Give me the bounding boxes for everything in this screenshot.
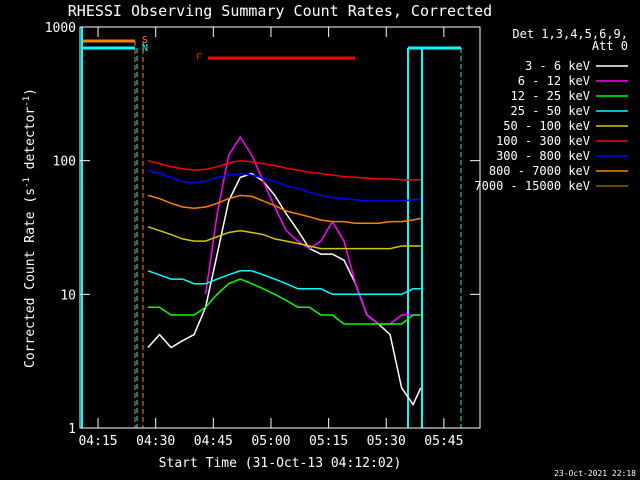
legend-label: 7000 - 15000 keV [474,179,590,193]
x-tick-label: 05:00 [251,434,290,449]
flag-label: F [196,52,202,63]
series-line [147,226,421,250]
x-tick-label: 04:30 [136,434,175,449]
flags: S N F [81,27,462,428]
legend-label: 12 - 25 keV [511,89,590,103]
y-tick-label: 10 [60,288,76,303]
footer: 23-Oct-2021 22:18 [554,469,636,478]
series-line [147,169,421,202]
y-label-part: ) [23,88,38,96]
legend-label: 100 - 300 keV [496,134,590,148]
flag-label: N [142,43,148,54]
series-line [147,194,421,225]
y-label-sup: -1 [22,96,32,107]
legend-label: 800 - 7000 keV [489,164,590,178]
x-axis-label: Start Time (31-Oct-13 04:12:02) [159,456,402,471]
series-line [147,270,421,296]
y-axis-label: Corrected Count Rate (s-1 detector-1) [22,88,38,368]
y-label-sup: -1 [22,177,32,188]
y-tick-label: 100 [53,155,76,170]
legend-label: 300 - 800 keV [496,149,590,163]
legend-label: 25 - 50 keV [511,104,590,118]
legend-label: 50 - 100 keV [503,119,590,133]
flag-label: S [142,35,148,46]
x-tick-label: 05:15 [309,434,348,449]
chart-title: RHESSI Observing Summary Count Rates, Co… [68,2,492,20]
series-line [148,278,421,325]
x-tick-label: 05:45 [424,434,463,449]
x-tick-label: 05:30 [367,434,406,449]
legend-header: Det 1,3,4,5,6,9, [512,27,628,41]
plot-frame [79,26,481,429]
y-tick-label: 1000 [45,21,76,36]
y-label-part: detector [23,107,38,178]
x-tick-label: 04:15 [78,434,117,449]
legend-header: Att 0 [592,39,628,53]
y-label-part: Corrected Count Rate (s [23,188,38,368]
x-tick-label: 04:45 [194,434,233,449]
legend-label: 6 - 12 keV [518,74,590,88]
y-tick-label: 1 [68,422,76,437]
series-line [147,159,421,181]
legend-label: 3 - 6 keV [525,59,590,73]
